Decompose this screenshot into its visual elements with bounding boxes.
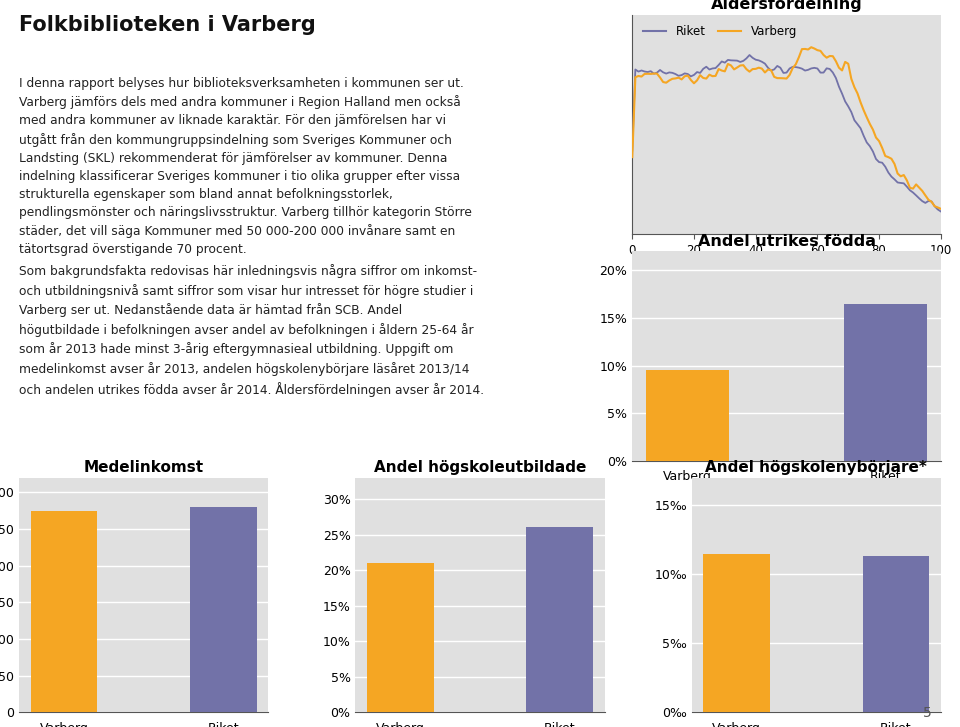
Text: Som bakgrundsfakta redovisas här inledningsvis några siffror om inkomst-
och utb: Som bakgrundsfakta redovisas här inledni… bbox=[19, 265, 485, 396]
Bar bbox=[862, 556, 929, 712]
Title: Åldersfördelning: Åldersfördelning bbox=[710, 0, 862, 12]
Bar bbox=[646, 370, 730, 461]
Bar bbox=[844, 304, 926, 461]
Bar bbox=[190, 507, 257, 712]
Bar bbox=[703, 554, 770, 712]
Title: Medelinkomst: Medelinkomst bbox=[84, 460, 204, 475]
Title: Andel utrikes födda: Andel utrikes födda bbox=[698, 234, 876, 249]
Legend: Riket, Varberg: Riket, Varberg bbox=[638, 20, 802, 43]
Bar bbox=[526, 528, 593, 712]
Bar bbox=[31, 510, 98, 712]
Text: Folkbiblioteken i Varberg: Folkbiblioteken i Varberg bbox=[19, 15, 316, 35]
Title: Andel högskoleutbildade: Andel högskoleutbildade bbox=[373, 460, 587, 475]
Title: Andel högskolenybörjare*: Andel högskolenybörjare* bbox=[706, 460, 927, 475]
Bar bbox=[367, 563, 434, 712]
Text: 5: 5 bbox=[923, 706, 931, 720]
Text: I denna rapport belyses hur biblioteksverksamheten i kommunen ser ut.
Varberg jä: I denna rapport belyses hur biblioteksve… bbox=[19, 77, 472, 257]
